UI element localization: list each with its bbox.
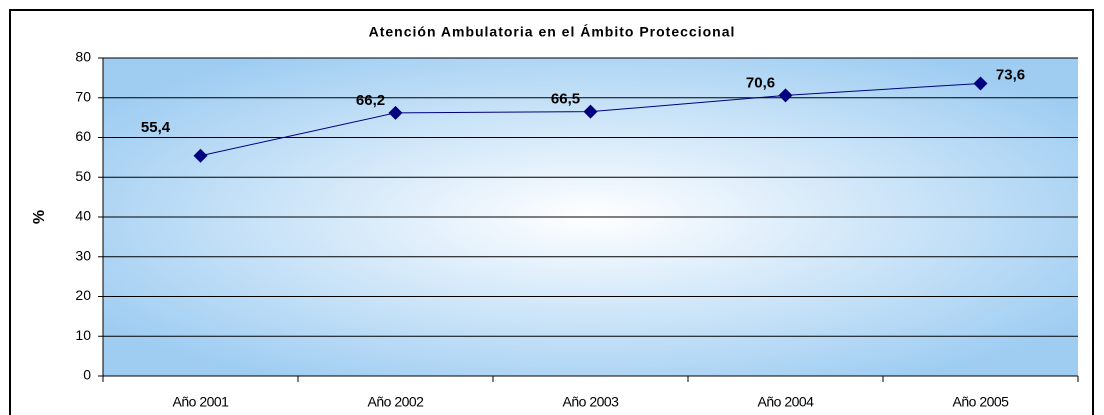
- y-tick-label: 50: [75, 168, 91, 184]
- data-label: 55,4: [141, 119, 171, 136]
- x-tick-label: Año 2003: [563, 394, 620, 410]
- y-tick-label: 60: [75, 128, 91, 144]
- x-tick-label: Año 2005: [953, 394, 1010, 410]
- chart-title: Atención Ambulatoria en el Ámbito Protec…: [369, 24, 736, 40]
- y-tick-label: 30: [75, 247, 91, 263]
- data-label: 66,5: [551, 91, 580, 108]
- y-tick-label: 10: [75, 327, 91, 343]
- data-label: 66,2: [356, 92, 385, 109]
- y-axis-title: %: [31, 210, 48, 224]
- y-tick-label: 20: [75, 287, 91, 303]
- marker: [973, 76, 988, 91]
- marker: [193, 148, 208, 163]
- marker: [583, 104, 598, 119]
- marker: [388, 105, 403, 120]
- y-tick-label: 0: [83, 367, 91, 383]
- data-label: 73,6: [996, 66, 1025, 83]
- y-tick-label: 40: [75, 208, 91, 224]
- y-tick-label: 70: [75, 88, 91, 104]
- marker: [778, 88, 793, 103]
- x-tick-label: Año 2004: [758, 394, 815, 410]
- data-label: 70,6: [746, 74, 775, 91]
- x-tick-label: Año 2002: [368, 394, 425, 410]
- y-tick-label: 80: [75, 49, 91, 65]
- x-tick-label: Año 2001: [173, 394, 230, 410]
